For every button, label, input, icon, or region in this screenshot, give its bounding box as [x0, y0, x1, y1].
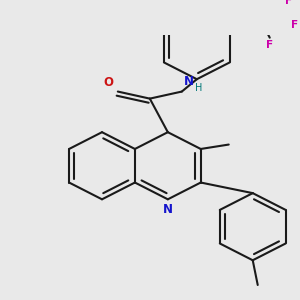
Text: N: N [163, 203, 173, 216]
Text: F: F [266, 40, 273, 50]
Text: F: F [291, 20, 298, 30]
Text: H: H [195, 83, 202, 93]
Text: N: N [184, 75, 194, 88]
Text: O: O [104, 76, 114, 89]
Text: F: F [285, 0, 292, 6]
